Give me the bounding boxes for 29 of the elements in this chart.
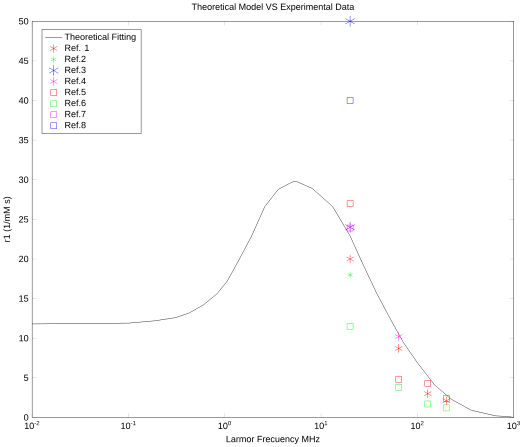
legend-label: Ref.3 <box>65 66 86 73</box>
x-tick-label: 10$^{-1}$ <box>121 420 136 429</box>
y-tick-label: 0 <box>24 414 28 420</box>
y-tick-label: 15 <box>19 295 28 302</box>
legend-label: Ref.4 <box>65 77 86 84</box>
legend-label: Ref.8 <box>65 121 86 128</box>
y-axis-title: r1 (1/mM s) <box>3 196 12 242</box>
legend-label: Ref.2 <box>65 55 86 62</box>
y-tick-label: 50 <box>18 18 28 24</box>
x-tick-label: 10$^{1}$ <box>314 420 328 429</box>
legend-label: Theoretical Fitting <box>64 33 136 42</box>
x-tick-label: 10$^{0}$ <box>218 420 231 429</box>
y-tick-label: 10 <box>19 334 28 342</box>
x-tick-label: 10$^{2}$ <box>411 420 424 429</box>
x-tick-label: 10$^{3}$ <box>507 420 520 429</box>
y-tick-label: 20 <box>19 256 28 262</box>
y-tick-label: 5 <box>24 374 28 381</box>
legend-label: Ref.6 <box>65 99 86 106</box>
legend-label: Ref.5 <box>65 88 86 95</box>
legend-label: Ref.7 <box>65 110 86 118</box>
y-tick-label: 35 <box>18 136 28 144</box>
y-tick-label: 25 <box>19 216 28 222</box>
x-axis-title: Larmor Frecuency MHz <box>226 436 320 444</box>
y-tick-label: 45 <box>18 58 28 64</box>
y-tick-label: 30 <box>18 176 28 183</box>
x-tick-label: 10$^{-2}$ <box>24 420 40 429</box>
legend-label: Ref. 1 <box>65 44 89 51</box>
y-tick-label: 40 <box>18 97 28 104</box>
chart-title: Theoretical Model VS Experimental Data <box>192 3 354 12</box>
